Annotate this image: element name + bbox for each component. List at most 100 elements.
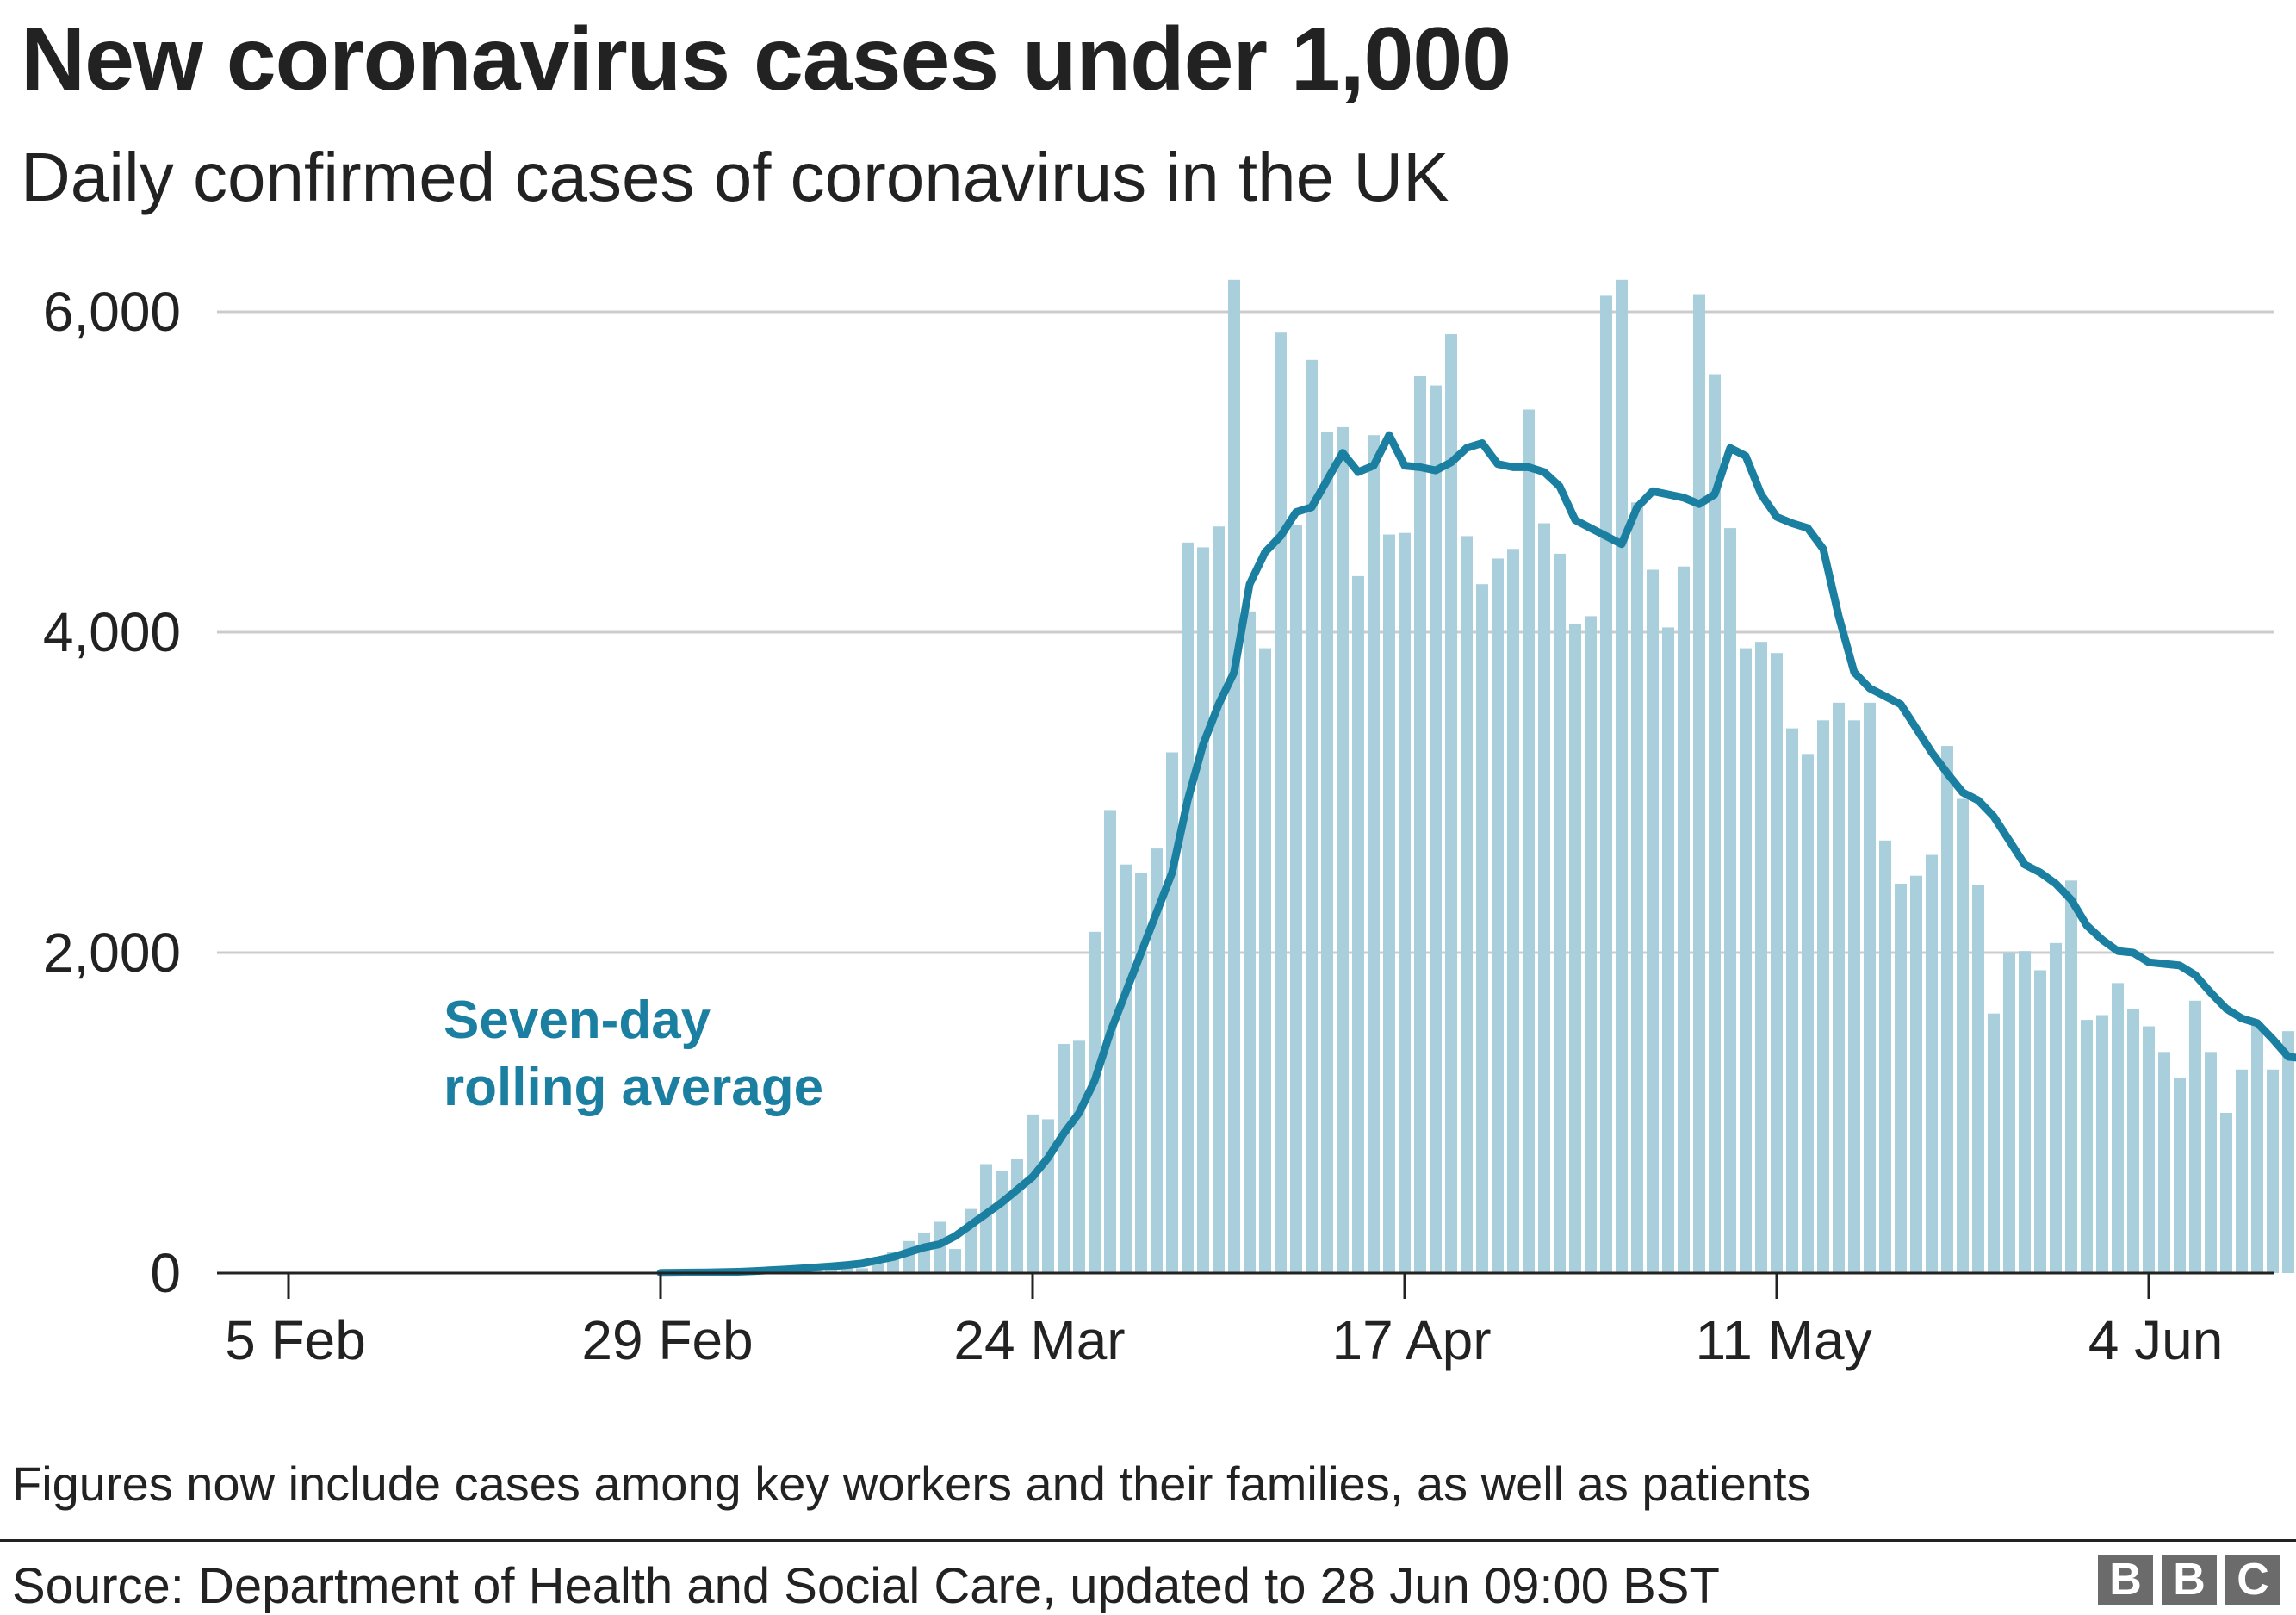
bar <box>1151 848 1163 1273</box>
bar <box>1182 542 1194 1273</box>
bar <box>1523 409 1535 1274</box>
bar <box>1786 728 1798 1273</box>
bar <box>1445 334 1457 1273</box>
y-tick-label: 6,000 <box>43 281 181 343</box>
bar <box>1926 854 1938 1273</box>
bar <box>825 1268 837 1273</box>
bar <box>2251 1022 2263 1273</box>
bar <box>1290 525 1302 1273</box>
bar <box>1693 294 1705 1273</box>
bbc-logo-block: C <box>2225 1555 2280 1605</box>
bar <box>1569 624 1581 1273</box>
bar <box>810 1270 822 1273</box>
bar <box>996 1170 1008 1273</box>
bar <box>2236 1069 2248 1273</box>
bar <box>1833 702 1845 1273</box>
bar <box>1275 332 1287 1274</box>
bar <box>1120 864 1132 1273</box>
bar <box>1042 1119 1054 1273</box>
bar <box>1910 875 1922 1273</box>
bar <box>1383 534 1395 1273</box>
bar <box>1631 502 1643 1273</box>
bar <box>1306 359 1318 1273</box>
bar <box>2174 1078 2186 1273</box>
rolling-average-annotation: Seven-day rolling average <box>444 991 823 1117</box>
bar <box>1864 702 1876 1273</box>
bar <box>2003 953 2015 1273</box>
bar <box>1988 1013 2000 1273</box>
bar <box>1848 720 1860 1273</box>
bars <box>655 279 2294 1274</box>
bar <box>1771 653 1783 1273</box>
annotation-line: rolling average <box>444 1058 823 1117</box>
footnote: Figures now include cases among key work… <box>12 1457 1811 1511</box>
bar <box>1538 523 1550 1273</box>
bar <box>1073 1040 1085 1273</box>
bar-line-chart: 0 2,000 4,000 6,000 5 Feb 29 Feb 24 Mar 17 Apr… <box>43 279 2296 1371</box>
bar <box>1027 1114 1039 1273</box>
bar <box>2034 970 2046 1273</box>
bar <box>2127 1009 2139 1273</box>
bar <box>2065 880 2077 1273</box>
bar <box>1337 426 1349 1273</box>
bar <box>1941 746 1953 1273</box>
bar <box>1647 569 1659 1273</box>
bar <box>1259 648 1271 1273</box>
y-tick-label: 2,000 <box>43 922 181 984</box>
source-note: Source: Department of Health and Social … <box>12 1558 1720 1614</box>
bar <box>1321 432 1333 1273</box>
bar <box>918 1233 930 1273</box>
bar <box>1817 720 1829 1273</box>
x-tick-label: 24 Mar <box>953 1309 1125 1371</box>
bar <box>1461 536 1473 1273</box>
bar <box>1352 575 1364 1273</box>
bar <box>1507 549 1519 1273</box>
bar <box>1244 611 1256 1273</box>
bar <box>1585 616 1597 1273</box>
bar <box>1197 547 1209 1273</box>
bar <box>1476 584 1488 1273</box>
bar <box>1662 627 1674 1273</box>
bar <box>1709 374 1721 1273</box>
bar <box>1368 435 1380 1274</box>
bar <box>1399 532 1411 1273</box>
bar <box>2096 1015 2108 1273</box>
x-tick-label: 4 Jun <box>2088 1309 2224 1371</box>
bar <box>2220 1113 2232 1273</box>
bar <box>1414 376 1426 1273</box>
bar <box>1492 558 1504 1273</box>
bar <box>1213 526 1225 1273</box>
bar <box>1740 648 1752 1273</box>
bar <box>872 1263 884 1273</box>
bar <box>841 1266 853 1273</box>
bar <box>2267 1069 2279 1273</box>
x-tick-label: 11 May <box>1695 1309 1871 1371</box>
chart-title: New coronavirus cases under 1,000 <box>21 9 1511 109</box>
annotation-line: Seven-day <box>444 991 711 1050</box>
bar <box>1879 840 1891 1273</box>
bar <box>1957 798 1969 1273</box>
bar <box>949 1249 961 1273</box>
x-tick-label: 29 Feb <box>581 1309 753 1371</box>
y-tick-label: 4,000 <box>43 601 181 663</box>
bar <box>2019 951 2031 1273</box>
x-tick-label: 5 Feb <box>225 1309 366 1371</box>
bar <box>856 1268 868 1273</box>
rolling-average-path <box>656 431 2296 1277</box>
bar <box>2205 1052 2217 1273</box>
bar <box>1554 553 1566 1273</box>
bar <box>1089 931 1101 1273</box>
bar <box>2112 983 2124 1273</box>
bar <box>1228 279 1240 1273</box>
bar <box>1802 754 1814 1273</box>
bbc-logo: B B C <box>2098 1555 2280 1605</box>
bar <box>2143 1026 2155 1273</box>
bbc-logo-block: B <box>2162 1555 2217 1605</box>
bar <box>2282 1031 2294 1273</box>
bar <box>2158 1052 2170 1273</box>
bar <box>980 1164 992 1273</box>
bar <box>2081 1020 2093 1273</box>
bar <box>1895 884 1907 1273</box>
bar <box>1430 385 1442 1273</box>
